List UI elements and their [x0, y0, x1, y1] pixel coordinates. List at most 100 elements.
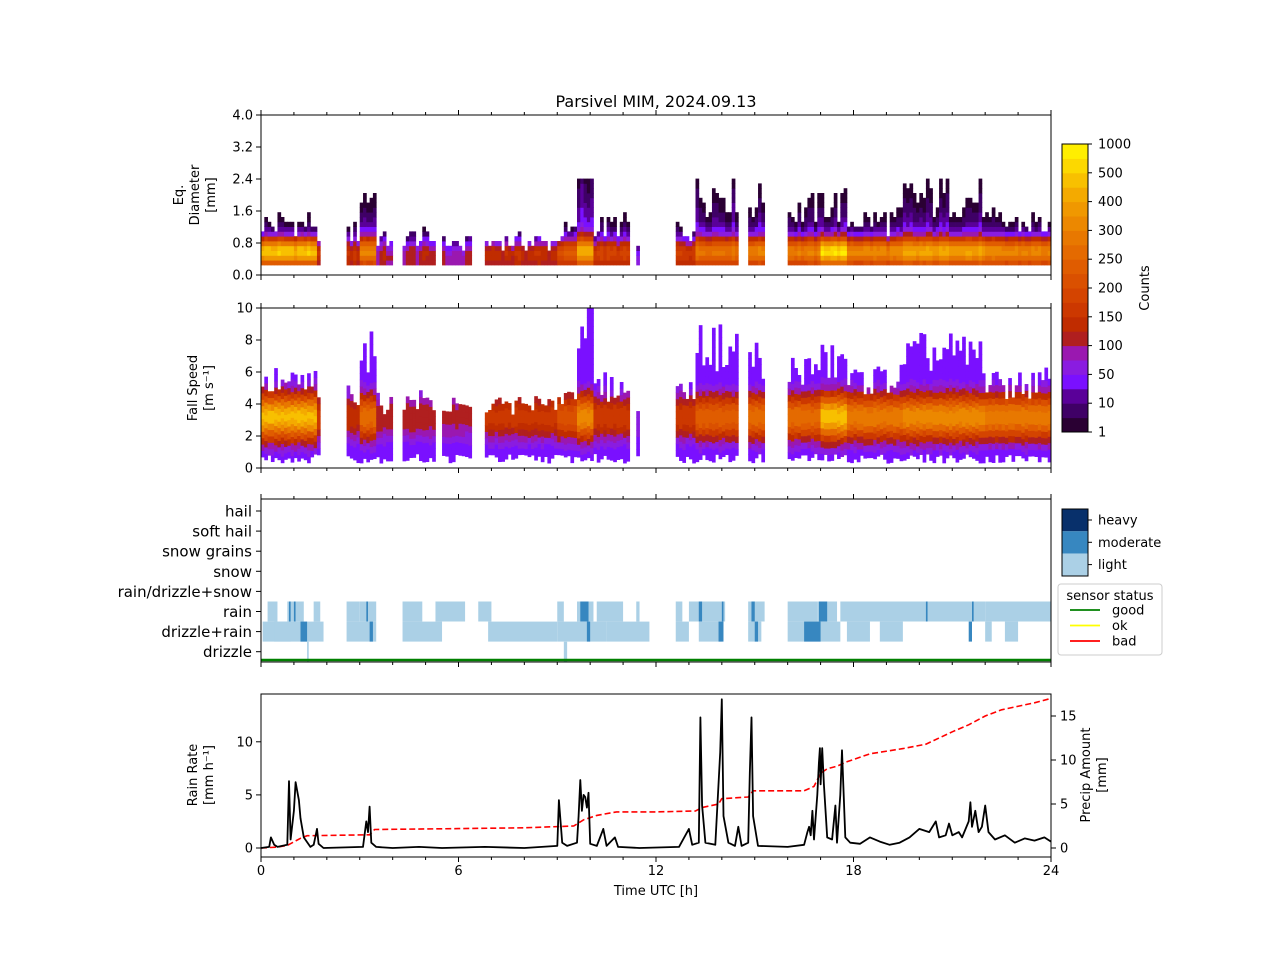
fall-speed-cell — [991, 456, 996, 463]
fall-speed-cell — [876, 372, 881, 380]
diameter-cell — [1018, 255, 1022, 261]
diameter-cell — [965, 255, 970, 261]
fall-speed-cell — [540, 436, 545, 443]
fall-speed-cell — [590, 339, 594, 346]
diameter-cell — [860, 236, 864, 242]
drizzle-rain-segment — [262, 621, 324, 642]
fall-speed-cell — [547, 431, 552, 438]
fall-speed-cell — [1047, 429, 1051, 437]
diameter-cell — [563, 236, 568, 242]
fall-speed-cell — [609, 383, 614, 391]
diameter-cell — [274, 236, 278, 242]
diameter-cell — [1024, 236, 1029, 242]
fall-speed-cell — [840, 379, 845, 387]
fall-speed-cell — [596, 436, 601, 444]
fall-speed-cell — [363, 343, 367, 351]
fall-speed-cell — [814, 441, 818, 448]
fall-speed-cell — [428, 432, 433, 439]
fall-speed-cell — [731, 396, 736, 404]
fall-speed-cell — [349, 400, 354, 408]
fall-speed-cell — [524, 416, 529, 424]
diameter-cell — [675, 255, 680, 261]
fall-speed-cell — [932, 373, 937, 380]
fall-speed-cell — [850, 385, 854, 393]
fall-speed-cell — [1018, 449, 1022, 457]
fall-speed-cell — [494, 437, 499, 445]
fall-speed-cell — [922, 353, 927, 361]
fall-speed-cell — [1041, 450, 1045, 458]
fall-speed-cell — [372, 420, 377, 428]
fall-speed-cell — [359, 405, 364, 413]
diameter-cell — [1014, 250, 1019, 256]
fall-speed-cell — [889, 436, 894, 444]
diameter-cell — [432, 260, 436, 266]
fall-speed-cell — [889, 430, 894, 438]
diameter-cell — [833, 231, 838, 237]
diameter-cell — [899, 236, 904, 242]
fall-speed-cell — [366, 372, 371, 380]
fall-speed-cell — [682, 436, 687, 444]
diameter-cell — [698, 236, 703, 242]
fall-speed-cell — [353, 434, 357, 442]
fall-speed-cell — [889, 449, 894, 457]
diameter-cell — [708, 212, 713, 218]
diameter-cell — [445, 255, 450, 261]
fall-speed-cell — [823, 352, 828, 359]
diameter-cell — [830, 217, 835, 223]
fall-speed-cell — [616, 395, 621, 403]
fall-speed-cell — [698, 337, 703, 345]
fall-speed-cell — [899, 428, 904, 436]
fall-speed-cell — [817, 434, 821, 441]
diameter-cell — [866, 241, 871, 247]
diameter-cell — [1034, 226, 1039, 232]
fall-speed-cell — [840, 405, 845, 413]
fall-speed-cell — [619, 413, 624, 421]
fall-speed-cell — [804, 429, 808, 437]
fall-speed-cell — [442, 436, 446, 444]
fall-speed-cell — [902, 370, 907, 378]
diameter-cell — [902, 193, 907, 199]
fall-speed-cell — [711, 340, 716, 348]
fall-speed-cell — [804, 378, 808, 386]
fall-speed-cell — [804, 384, 808, 392]
diameter-cell — [277, 212, 282, 218]
diameter-cell — [369, 245, 374, 251]
fall-speed-cell — [978, 424, 983, 432]
fall-speed-cell — [264, 434, 268, 442]
fall-speed-cell — [932, 405, 937, 412]
fall-speed-cell — [1034, 431, 1039, 438]
diameter-cell — [909, 183, 914, 189]
diameter-cell — [929, 226, 933, 232]
diameter-cell — [840, 241, 845, 247]
diameter-cell — [810, 260, 815, 266]
fall-speed-cell — [735, 365, 739, 373]
fall-speed-cell — [958, 453, 963, 460]
fall-speed-cell — [731, 377, 736, 384]
fall-speed-cell — [277, 402, 282, 409]
diameter-cell — [972, 241, 976, 247]
fall-speed-cell — [751, 424, 756, 432]
fall-speed-cell — [458, 416, 463, 424]
diameter-cell — [916, 260, 920, 266]
fall-speed-cell — [596, 423, 601, 431]
fall-speed-cell — [807, 358, 812, 366]
fall-speed-cell — [932, 366, 937, 374]
diameter-cell — [991, 250, 996, 256]
fall-speed-cell — [794, 400, 798, 407]
diameter-cell — [596, 236, 601, 242]
diameter-cell — [810, 245, 815, 251]
diameter-cell — [731, 236, 736, 242]
fall-speed-cell — [363, 388, 367, 395]
diameter-cell — [577, 207, 581, 213]
diameter-cell — [807, 202, 812, 208]
fall-speed-cell — [837, 401, 841, 408]
fall-speed-cell — [293, 374, 298, 382]
fall-speed-cell — [817, 389, 821, 397]
fall-speed-cell — [718, 324, 723, 332]
fall-speed-cell — [468, 419, 473, 427]
colorbar-tick-label: 500 — [1098, 166, 1123, 181]
fall-speed-cell — [830, 422, 835, 429]
fall-speed-cell — [728, 423, 733, 431]
diameter-cell — [929, 217, 933, 223]
fall-speed-cell — [300, 438, 305, 446]
